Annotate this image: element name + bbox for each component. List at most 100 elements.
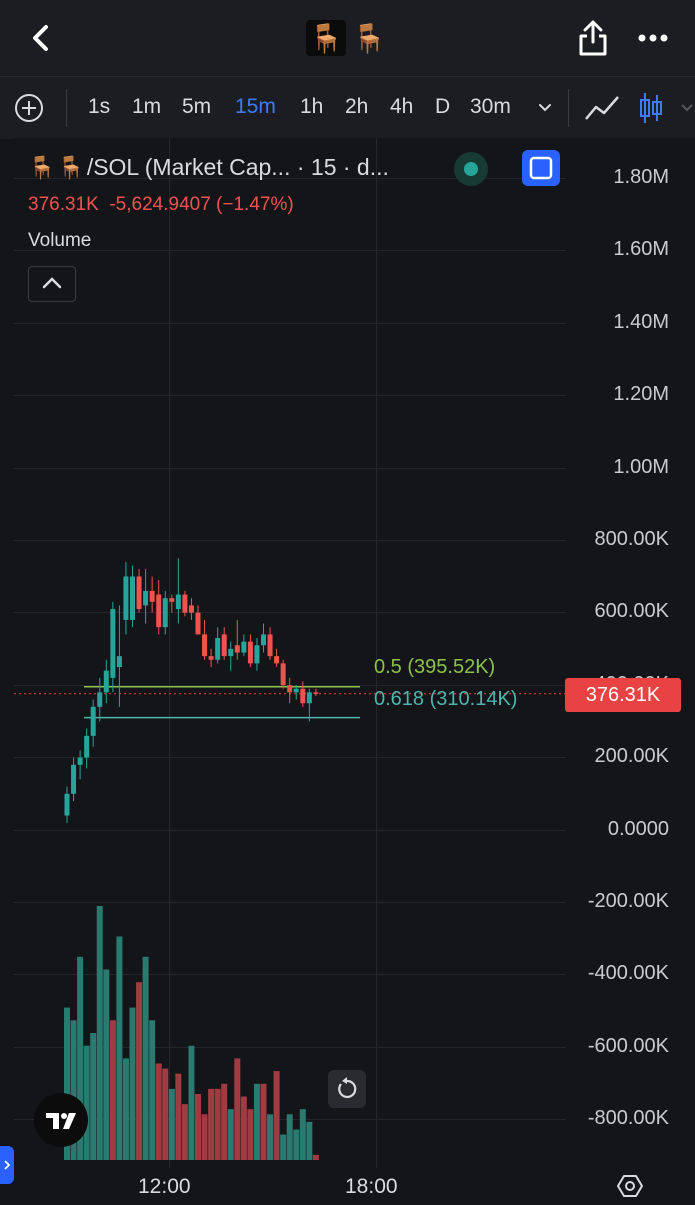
candle-body	[195, 612, 201, 635]
fullscreen-icon	[529, 156, 553, 180]
candle-body	[97, 692, 103, 707]
token-logo-dark: 🪑	[306, 20, 346, 56]
volume-bar	[240, 1096, 247, 1160]
volume-bar	[181, 1104, 188, 1160]
symbol-legend[interactable]: 🪑 🪑 /SOL (Market Cap... · 15 · d...	[28, 154, 389, 181]
reset-rotate-icon	[338, 1077, 357, 1099]
timeframe-4h[interactable]: 4h	[390, 95, 414, 118]
volume-bar	[234, 1058, 241, 1160]
tradingview-logo-icon	[46, 1113, 76, 1129]
candle-body	[175, 594, 181, 610]
price-axis-label: 600.00K	[594, 600, 669, 623]
candle-body	[234, 645, 240, 653]
live-status-icon	[454, 152, 488, 186]
candle-body	[84, 735, 90, 758]
candlestick-button[interactable]	[638, 91, 664, 125]
volume-bar	[162, 1068, 169, 1160]
chevron-up-icon	[42, 277, 62, 289]
grid-line	[14, 829, 566, 831]
timeframe-30m[interactable]: 30m	[470, 95, 511, 118]
grid-line	[14, 1046, 566, 1048]
candle-body	[162, 598, 168, 628]
add-indicator-button[interactable]	[14, 93, 44, 123]
current-price-tag: 376.31K	[565, 678, 681, 712]
candle-body	[110, 609, 116, 678]
volume-bar	[77, 956, 84, 1160]
tradingview-logo[interactable]	[34, 1093, 88, 1147]
candle-body	[116, 656, 122, 667]
legend-price: 376.31K	[28, 194, 99, 215]
volume-bar	[280, 1134, 287, 1160]
line-chart-button[interactable]	[584, 91, 620, 125]
candlestick-icon	[640, 93, 662, 123]
token-logo: 🪑	[57, 154, 85, 180]
volume-bar	[267, 1114, 274, 1160]
volume-bar	[195, 1093, 201, 1160]
price-axis-label: 1.60M	[613, 238, 669, 261]
toolbar-scroll-right[interactable]	[680, 99, 694, 117]
chart-settings-button[interactable]	[616, 1172, 644, 1200]
volume-bar	[201, 1114, 208, 1160]
timeframe-1m[interactable]: 1m	[132, 95, 162, 118]
candle-body	[77, 757, 83, 765]
timeframe-dropdown[interactable]	[536, 99, 554, 117]
volume-bar	[286, 1114, 293, 1160]
top-bar: 🪑 🪑	[0, 0, 695, 76]
more-button[interactable]	[636, 24, 670, 52]
plus-circle-icon	[15, 94, 43, 122]
candle-body	[247, 641, 253, 664]
candle-body	[300, 688, 306, 704]
symbol-title: /SOL (Market Cap... · 15 · d...	[86, 154, 389, 180]
timeframe-1h[interactable]: 1h	[300, 95, 324, 118]
legend-change: -5,624.9407 (−1.47%)	[109, 194, 294, 215]
candle-body	[149, 590, 155, 602]
timeframe-15m[interactable]: 15m	[235, 95, 276, 118]
price-axis-label: 1.20M	[613, 383, 669, 406]
reset-chart-button[interactable]	[328, 1070, 366, 1108]
candle-body	[188, 605, 194, 613]
share-button[interactable]	[574, 18, 612, 58]
volume-bar	[103, 969, 110, 1160]
price-chart[interactable]: 1.80M1.60M1.40M1.20M1.00M800.00K600.00K4…	[14, 138, 695, 1200]
volume-bar	[293, 1129, 300, 1160]
timeframe-5m[interactable]: 5m	[182, 95, 212, 118]
grid-line	[169, 138, 170, 1168]
timeframe-D[interactable]: D	[435, 95, 451, 118]
chart-toolbar: 1s 1m 5m 15m 1h 2h 4h D 30m	[0, 76, 695, 139]
candle-body	[221, 634, 227, 657]
settings-gear-icon	[617, 1175, 643, 1197]
volume-bar	[142, 956, 149, 1160]
price-axis-label: -800.00K	[587, 1107, 669, 1130]
token-logo-dark: 🪑	[28, 154, 56, 180]
volume-bar	[188, 1045, 195, 1160]
price-axis-label: -200.00K	[587, 890, 669, 912]
back-button[interactable]	[24, 20, 60, 56]
side-panel-toggle[interactable]	[0, 1146, 14, 1184]
timeframe-2h[interactable]: 2h	[345, 95, 369, 118]
volume-bar	[122, 1058, 129, 1160]
price-axis-label: 1.00M	[613, 455, 669, 478]
volume-bar	[306, 1121, 313, 1160]
price-axis-label: 800.00K	[594, 528, 669, 550]
chevron-left-icon	[33, 25, 48, 51]
volume-bar	[253, 1083, 260, 1160]
candle-body	[241, 641, 247, 653]
toolbar-divider	[66, 89, 67, 127]
volume-bar	[247, 1109, 254, 1160]
timeframe-1s[interactable]: 1s	[88, 95, 111, 118]
candle-body	[123, 576, 129, 620]
candle-body	[280, 663, 286, 686]
candle-body	[254, 645, 260, 664]
fullscreen-button[interactable]	[522, 150, 560, 186]
collapse-legend-button[interactable]	[28, 266, 76, 302]
grid-line	[14, 540, 566, 541]
chevron-down-icon	[539, 104, 551, 112]
grid-line	[376, 138, 377, 1168]
candle-body	[215, 638, 221, 660]
grid-line	[14, 612, 566, 614]
volume-legend[interactable]: Volume	[28, 230, 92, 251]
candle-body	[64, 793, 70, 816]
token-logo: 🪑	[351, 22, 387, 54]
volume-bar	[83, 1045, 90, 1160]
grid-line	[14, 757, 566, 759]
